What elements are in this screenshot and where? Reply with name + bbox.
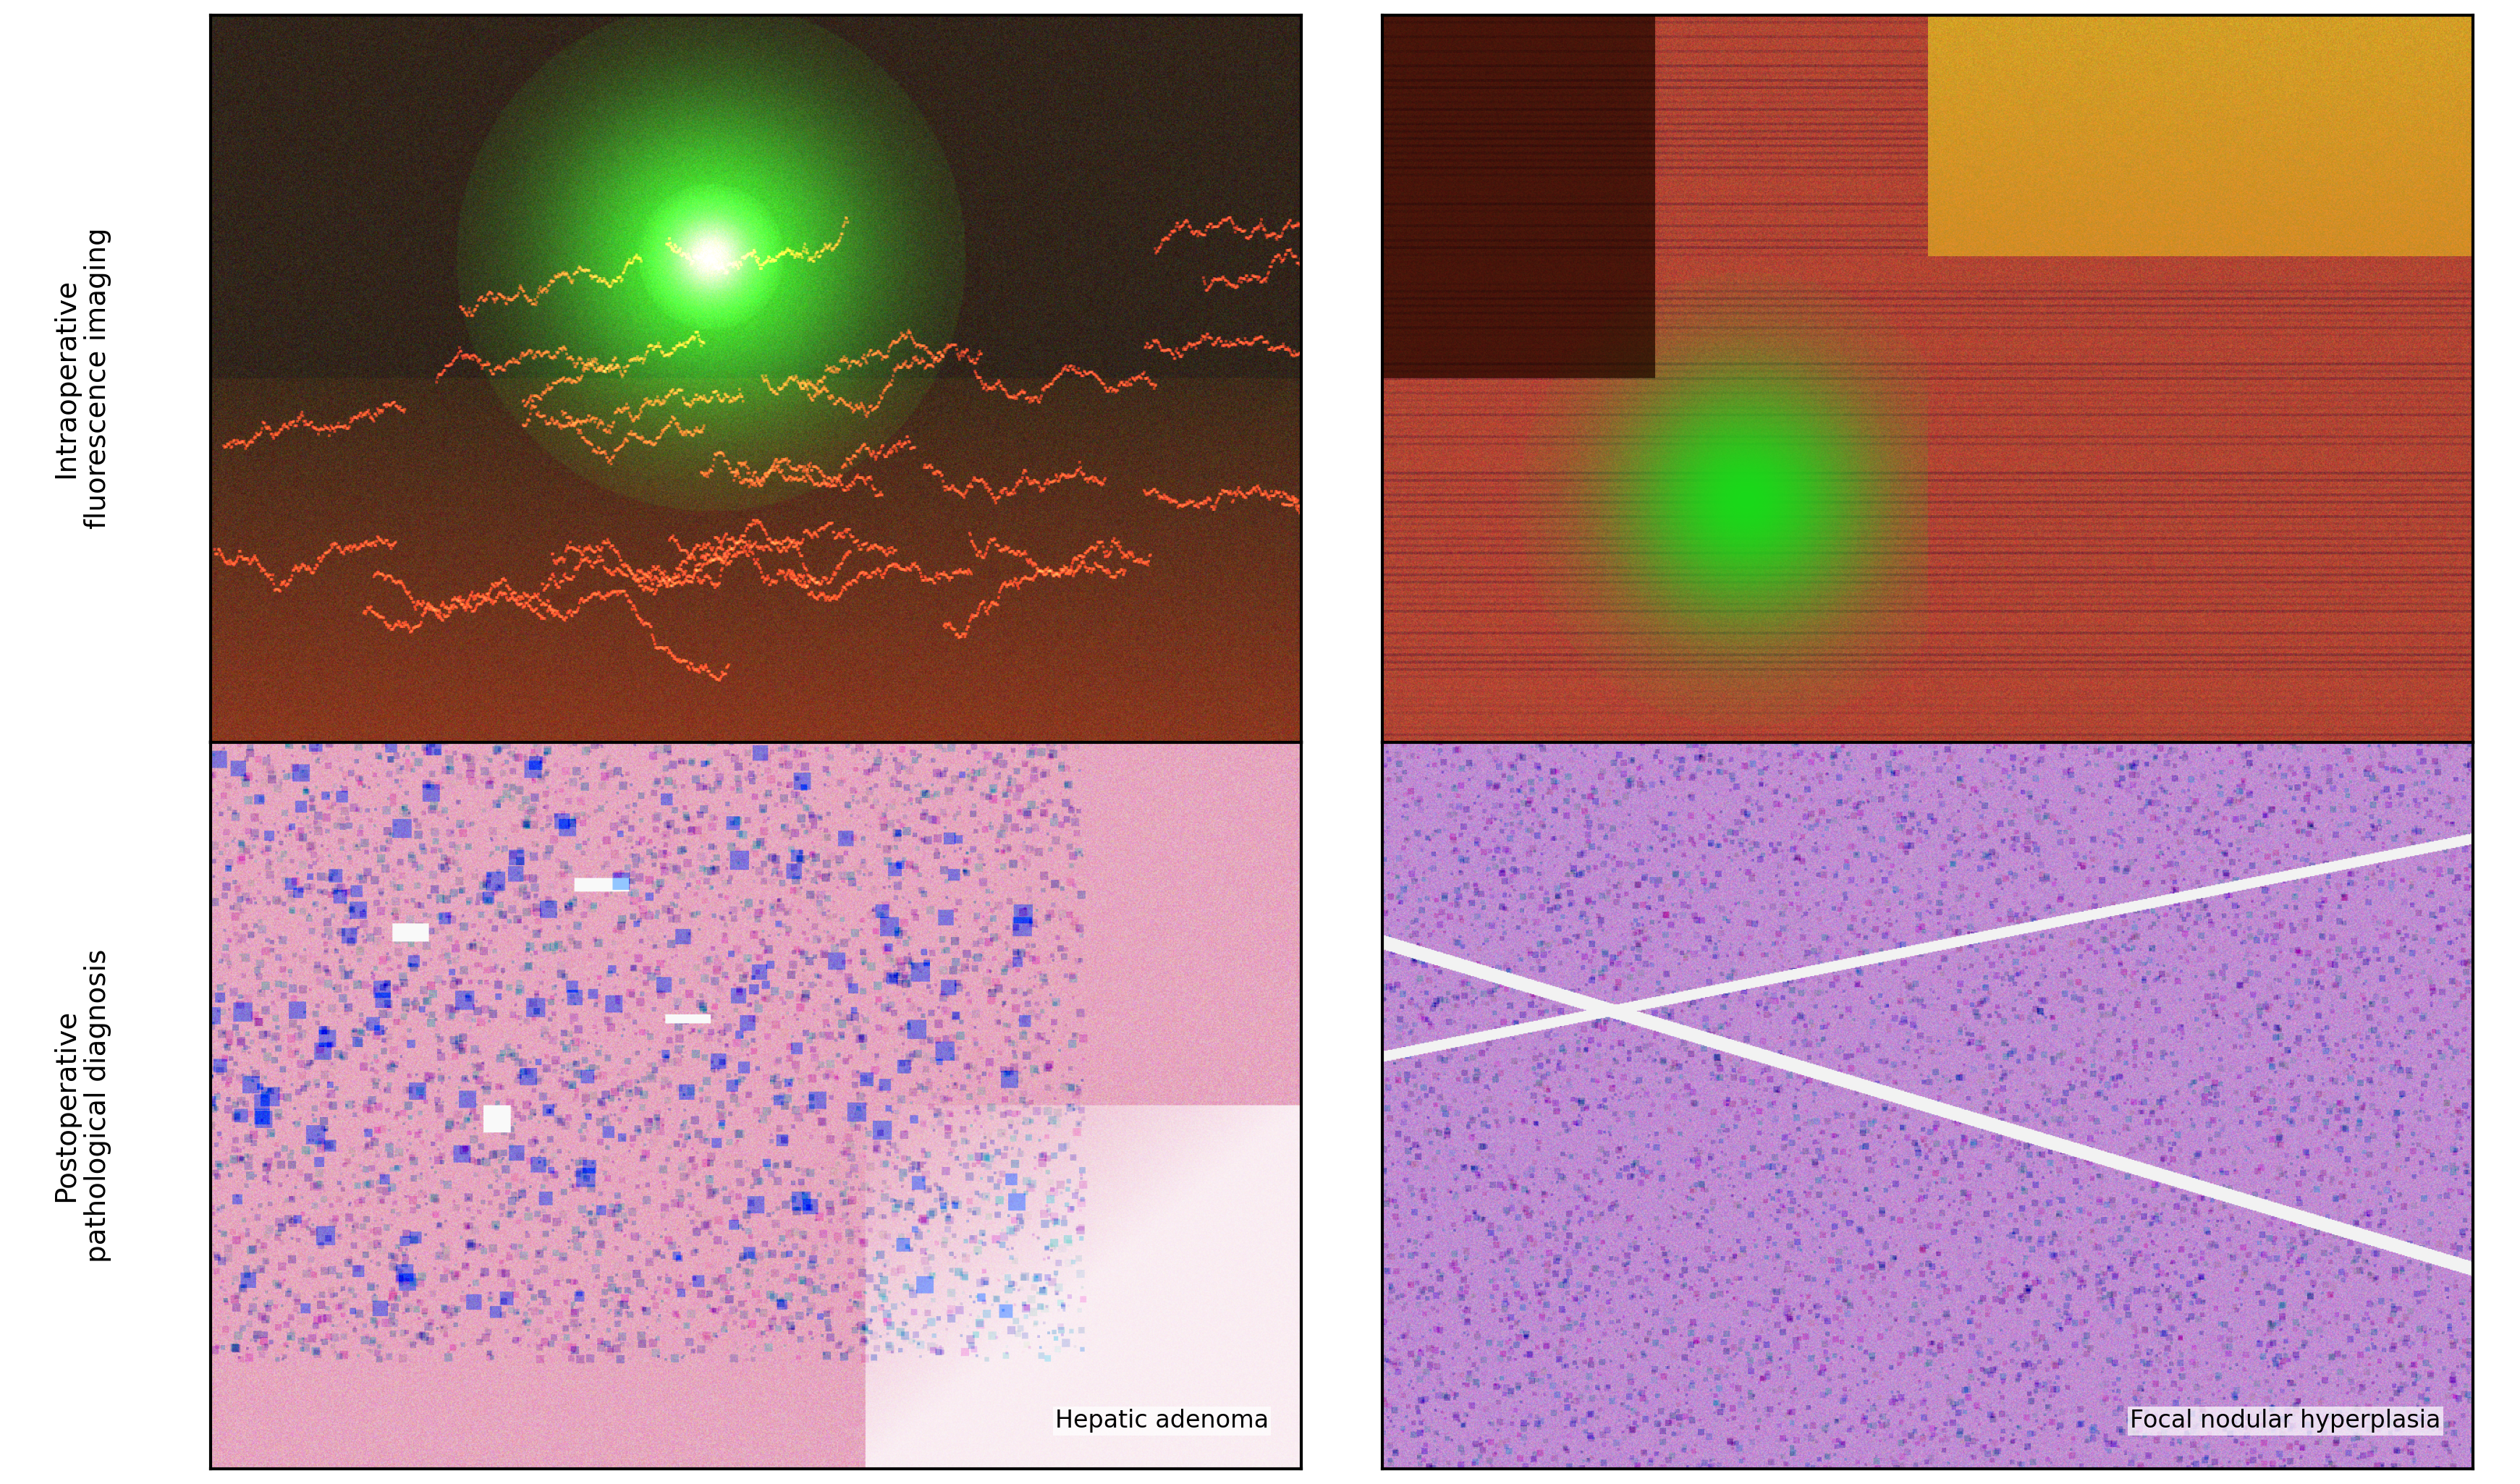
- Text: Focal nodular hyperplasia: Focal nodular hyperplasia: [2129, 1408, 2439, 1434]
- Text: Postoperative
pathological diagnosis: Postoperative pathological diagnosis: [53, 948, 111, 1263]
- Text: Intraoperative
fluorescence imaging: Intraoperative fluorescence imaging: [53, 227, 111, 530]
- Text: Hepatic adenoma: Hepatic adenoma: [1056, 1408, 1268, 1434]
